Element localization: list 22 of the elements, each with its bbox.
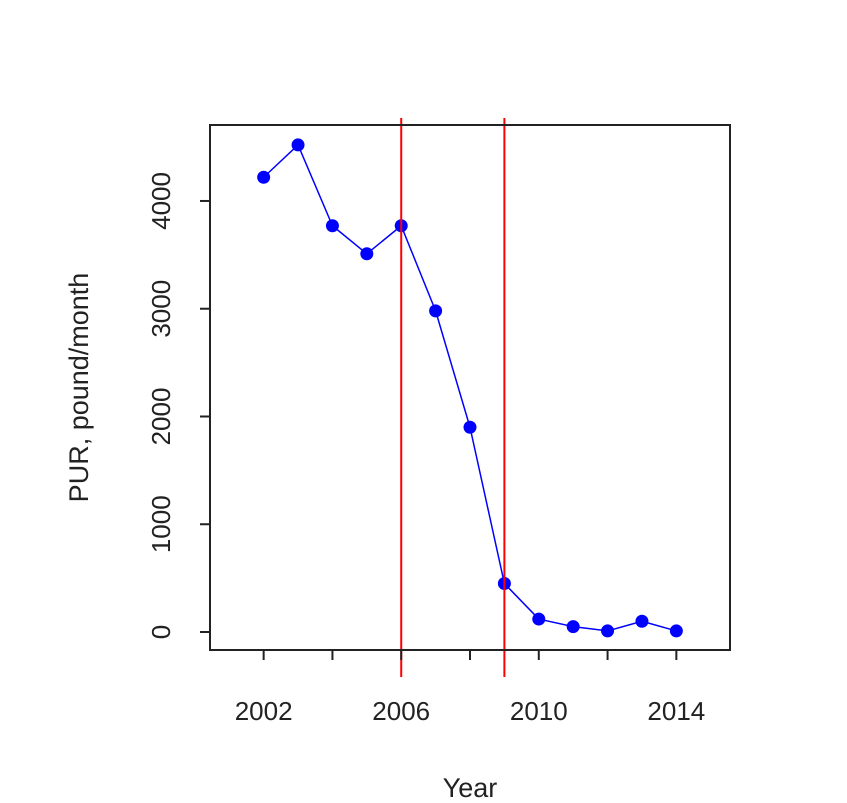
x-tick-label: 2010 (510, 696, 568, 726)
point (670, 624, 683, 638)
point (566, 620, 580, 634)
y-tick-label: 2000 (146, 388, 176, 446)
point (635, 614, 648, 628)
y-tick-label: 4000 (146, 172, 176, 230)
y-axis-title: PUR, pound/month (64, 272, 94, 502)
point (326, 219, 339, 232)
x-tick-label: 2006 (372, 696, 430, 726)
point (601, 624, 614, 638)
point (429, 304, 442, 318)
x-axis-title: Year (442, 773, 498, 803)
y-tick-label: 1000 (146, 495, 176, 554)
x-tick-label: 2002 (234, 696, 293, 726)
point (464, 420, 476, 434)
point (257, 170, 270, 184)
point (360, 247, 374, 260)
point (292, 138, 305, 152)
x-tick-label: 2014 (647, 696, 706, 726)
y-tick-label: 0 (146, 624, 176, 640)
y-tick-label: 3000 (146, 280, 176, 338)
point (532, 612, 546, 626)
